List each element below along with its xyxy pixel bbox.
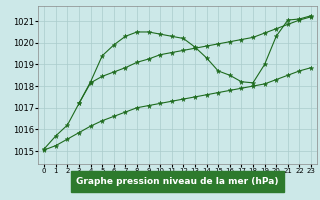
X-axis label: Graphe pression niveau de la mer (hPa): Graphe pression niveau de la mer (hPa)	[76, 177, 279, 186]
